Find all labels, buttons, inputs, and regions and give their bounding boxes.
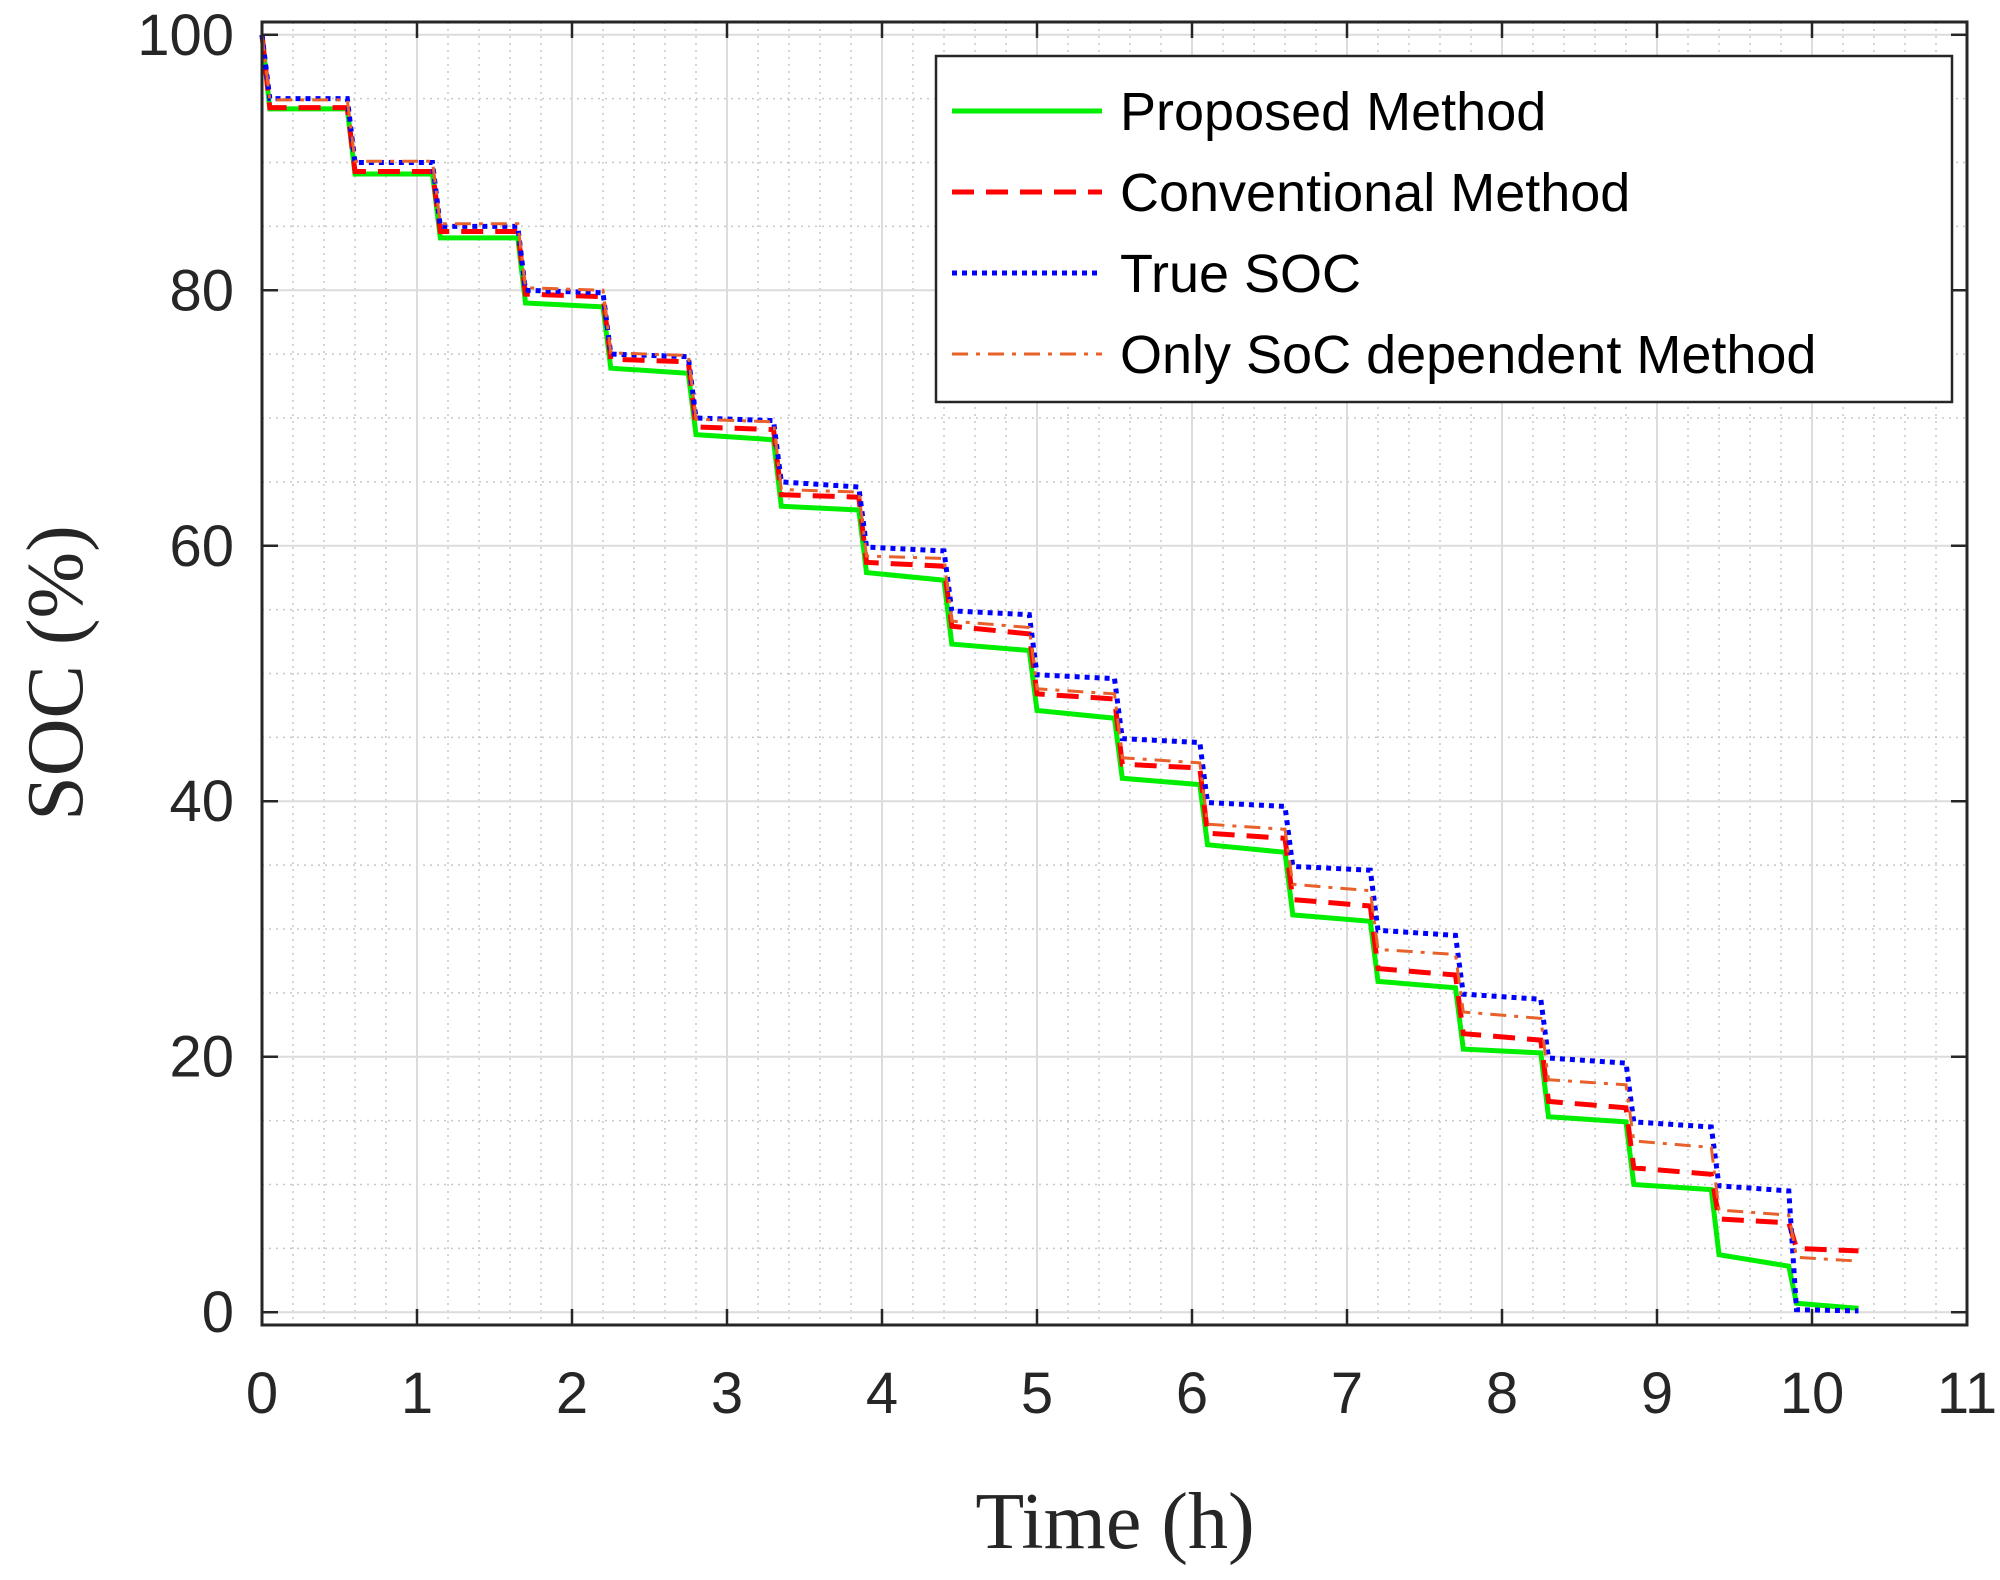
- legend-label-conventional: Conventional Method: [1120, 163, 1630, 223]
- legend: Proposed Method Conventional Method True…: [934, 54, 1954, 404]
- series-line-only-soc-dependent-method: [260, 34, 1859, 1263]
- y-axis-title: SOC (%): [12, 525, 100, 821]
- series-line-true-soc: [259, 34, 1859, 1314]
- x-axis-title: Time (h): [975, 1478, 1254, 1566]
- x-tick-label: 4: [866, 1361, 898, 1426]
- x-tick-labels: 0 1 2 3 4 5 6 7 8 9 10 11: [246, 1361, 1997, 1426]
- y-tick-label: 100: [137, 3, 234, 68]
- x-tick-label: 1: [401, 1361, 433, 1426]
- y-tick-label: 60: [169, 514, 234, 579]
- legend-label-soc-dependent: Only SoC dependent Method: [1120, 325, 1816, 385]
- legend-box: [934, 54, 1954, 404]
- plot-frame: [260, 20, 1969, 1327]
- x-tick-label: 0: [246, 1361, 278, 1426]
- x-tick-label: 6: [1176, 1361, 1208, 1426]
- x-tick-label: 8: [1486, 1361, 1518, 1426]
- legend-label-proposed: Proposed Method: [1120, 82, 1546, 142]
- ticks: [260, 22, 1969, 1325]
- x-tick-label: 7: [1331, 1361, 1363, 1426]
- x-tick-label: 2: [556, 1361, 588, 1426]
- x-tick-label: 9: [1641, 1361, 1673, 1426]
- x-tick-label: 3: [711, 1361, 743, 1426]
- y-tick-label: 0: [202, 1280, 234, 1345]
- x-tick-label: 5: [1021, 1361, 1053, 1426]
- legend-label-true-soc: True SOC: [1120, 244, 1361, 304]
- y-tick-labels: 0 20 40 60 80 100: [137, 3, 234, 1345]
- y-tick-label: 20: [169, 1025, 234, 1090]
- y-tick-label: 80: [169, 258, 234, 323]
- series-layer: [259, 34, 1859, 1314]
- y-tick-label: 40: [169, 769, 234, 834]
- x-tick-label: 11: [1937, 1361, 1997, 1426]
- x-tick-label: 10: [1780, 1361, 1845, 1426]
